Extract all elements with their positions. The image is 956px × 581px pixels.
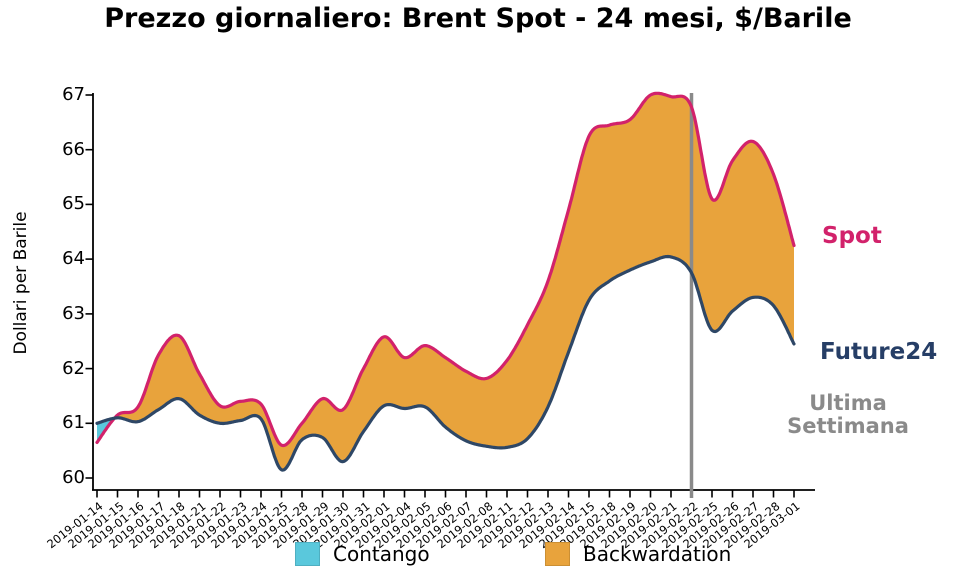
page-title: Prezzo giornaliero: Brent Spot - 24 mesi… bbox=[104, 3, 852, 34]
legend-label-backwardation: Backwardation bbox=[583, 542, 732, 566]
future24-series-label: Future24 bbox=[820, 339, 938, 365]
contango-swatch-icon bbox=[295, 542, 320, 566]
y-tick-label: 60 bbox=[62, 466, 85, 488]
y-tick-label: 61 bbox=[62, 412, 85, 434]
y-tick-label: 66 bbox=[62, 138, 85, 160]
legend-item-contango: Contango bbox=[295, 540, 495, 566]
legend: Contango Backwardation bbox=[0, 540, 956, 570]
backwardation-swatch-icon bbox=[545, 542, 570, 566]
y-tick-label: 62 bbox=[62, 357, 85, 379]
spot-series-label: Spot bbox=[822, 223, 882, 249]
last-week-annotation: Ultima Settimana bbox=[787, 391, 909, 438]
legend-item-backwardation: Backwardation bbox=[545, 540, 785, 566]
y-tick-label: 65 bbox=[62, 193, 85, 215]
y-tick-label: 67 bbox=[62, 84, 85, 105]
y-tick-label: 63 bbox=[62, 302, 85, 324]
legend-label-contango: Contango bbox=[333, 542, 430, 566]
y-tick-label: 64 bbox=[62, 248, 85, 270]
